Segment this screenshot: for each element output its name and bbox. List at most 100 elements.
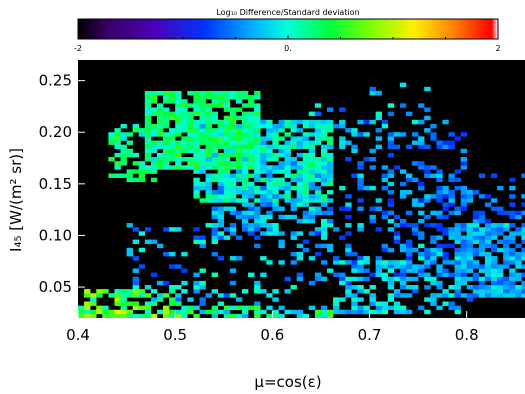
heatmap-cell (284, 276, 291, 282)
heatmap-cell (132, 169, 140, 174)
heatmap-cell (290, 206, 297, 211)
heatmap-cell (126, 152, 133, 158)
heatmap-cell (375, 272, 382, 278)
heatmap-cell (284, 148, 291, 154)
heatmap-cell (193, 185, 200, 191)
heatmap-cell (181, 157, 188, 162)
heatmap-cell (381, 309, 389, 315)
heatmap-cell (490, 272, 498, 278)
heatmap-cell (521, 227, 525, 232)
heatmap-cell (144, 309, 152, 315)
heatmap-cell (339, 206, 346, 211)
heatmap-cell (345, 194, 352, 199)
heatmap-cell (387, 144, 395, 150)
heatmap-cell (363, 309, 370, 315)
heatmap-cell (375, 206, 382, 211)
heatmap-cell (363, 305, 370, 311)
heatmap-cell (387, 247, 395, 253)
heatmap-cell (248, 157, 255, 162)
heatmap-cell (181, 128, 188, 133)
heatmap-cell (235, 173, 243, 178)
heatmap-cell (490, 223, 498, 228)
heatmap-cell (260, 223, 267, 228)
heatmap-cell (393, 264, 401, 269)
heatmap-cell (302, 247, 310, 253)
heatmap-cell (320, 123, 328, 129)
heatmap-cell (150, 301, 158, 306)
heatmap-cell (163, 107, 170, 112)
heatmap-cell (260, 309, 267, 315)
heatmap-cell (466, 194, 474, 199)
heatmap-cell (254, 136, 261, 141)
heatmap-cell (418, 140, 425, 145)
heatmap-cell (339, 140, 346, 145)
heatmap-cell (308, 123, 316, 129)
heatmap-cell (454, 264, 461, 269)
heatmap-cell (418, 144, 425, 150)
heatmap-cell (126, 313, 133, 318)
heatmap-cell (448, 231, 455, 236)
heatmap-cell (272, 289, 279, 294)
heatmap-cell (211, 313, 218, 318)
heatmap-cell (399, 132, 407, 137)
heatmap-cell (515, 260, 522, 265)
heatmap-cell (229, 111, 237, 117)
heatmap-cell (472, 210, 480, 216)
heatmap-cell (448, 301, 455, 306)
heatmap-cell (393, 231, 401, 236)
heatmap-cell (235, 256, 243, 261)
heatmap-cell (454, 247, 461, 253)
heatmap-cell (466, 284, 474, 290)
heatmap-cell (254, 107, 261, 112)
heatmap-cell (345, 140, 352, 145)
heatmap-cell (490, 247, 498, 253)
heatmap-cell (509, 272, 516, 278)
heatmap-cell (430, 235, 437, 240)
heatmap-cell (424, 284, 431, 290)
heatmap-cell (484, 284, 492, 290)
heatmap-cell (266, 152, 273, 158)
colorbar-tick-label: 0. (284, 44, 292, 53)
heatmap-cell (345, 289, 352, 294)
heatmap-cell (217, 206, 225, 211)
heatmap-cell (241, 103, 249, 108)
heatmap-cell (430, 260, 437, 265)
heatmap-cell (187, 119, 194, 125)
heatmap-cell (199, 99, 206, 104)
heatmap-cell (375, 227, 382, 232)
x-tick-label: 0.4 (66, 326, 90, 344)
heatmap-cell (126, 148, 133, 154)
heatmap-cell (302, 123, 310, 129)
heatmap-cell (199, 280, 206, 286)
heatmap-cell (126, 140, 133, 145)
heatmap-cell (163, 144, 170, 150)
heatmap-cell (333, 297, 340, 302)
heatmap-cell (248, 165, 255, 170)
heatmap-cell (150, 99, 158, 104)
heatmap-cell (90, 293, 97, 298)
heatmap-cell (260, 148, 267, 154)
heatmap-cell (454, 284, 461, 290)
heatmap-cell (266, 313, 273, 318)
heatmap-cell (199, 132, 206, 137)
heatmap-cell (320, 194, 328, 199)
heatmap-cell (436, 169, 443, 174)
heatmap-cell (442, 251, 449, 257)
heatmap-cell (436, 223, 443, 228)
heatmap-cell (290, 173, 297, 178)
heatmap-cell (497, 268, 504, 273)
heatmap-cell (460, 223, 467, 228)
heatmap-cell (387, 173, 395, 178)
heatmap-cell (156, 165, 164, 170)
heatmap-cell (241, 177, 249, 183)
heatmap-cell (314, 276, 322, 282)
heatmap-cell (308, 218, 316, 224)
heatmap-cell (278, 231, 285, 236)
heatmap-cell (229, 194, 237, 199)
heatmap-cell (308, 198, 316, 203)
heatmap-cell (314, 136, 322, 141)
heatmap-cell (478, 239, 486, 244)
heatmap-cell (466, 268, 474, 273)
heatmap-cell (235, 169, 243, 174)
heatmap-cell (199, 243, 206, 249)
